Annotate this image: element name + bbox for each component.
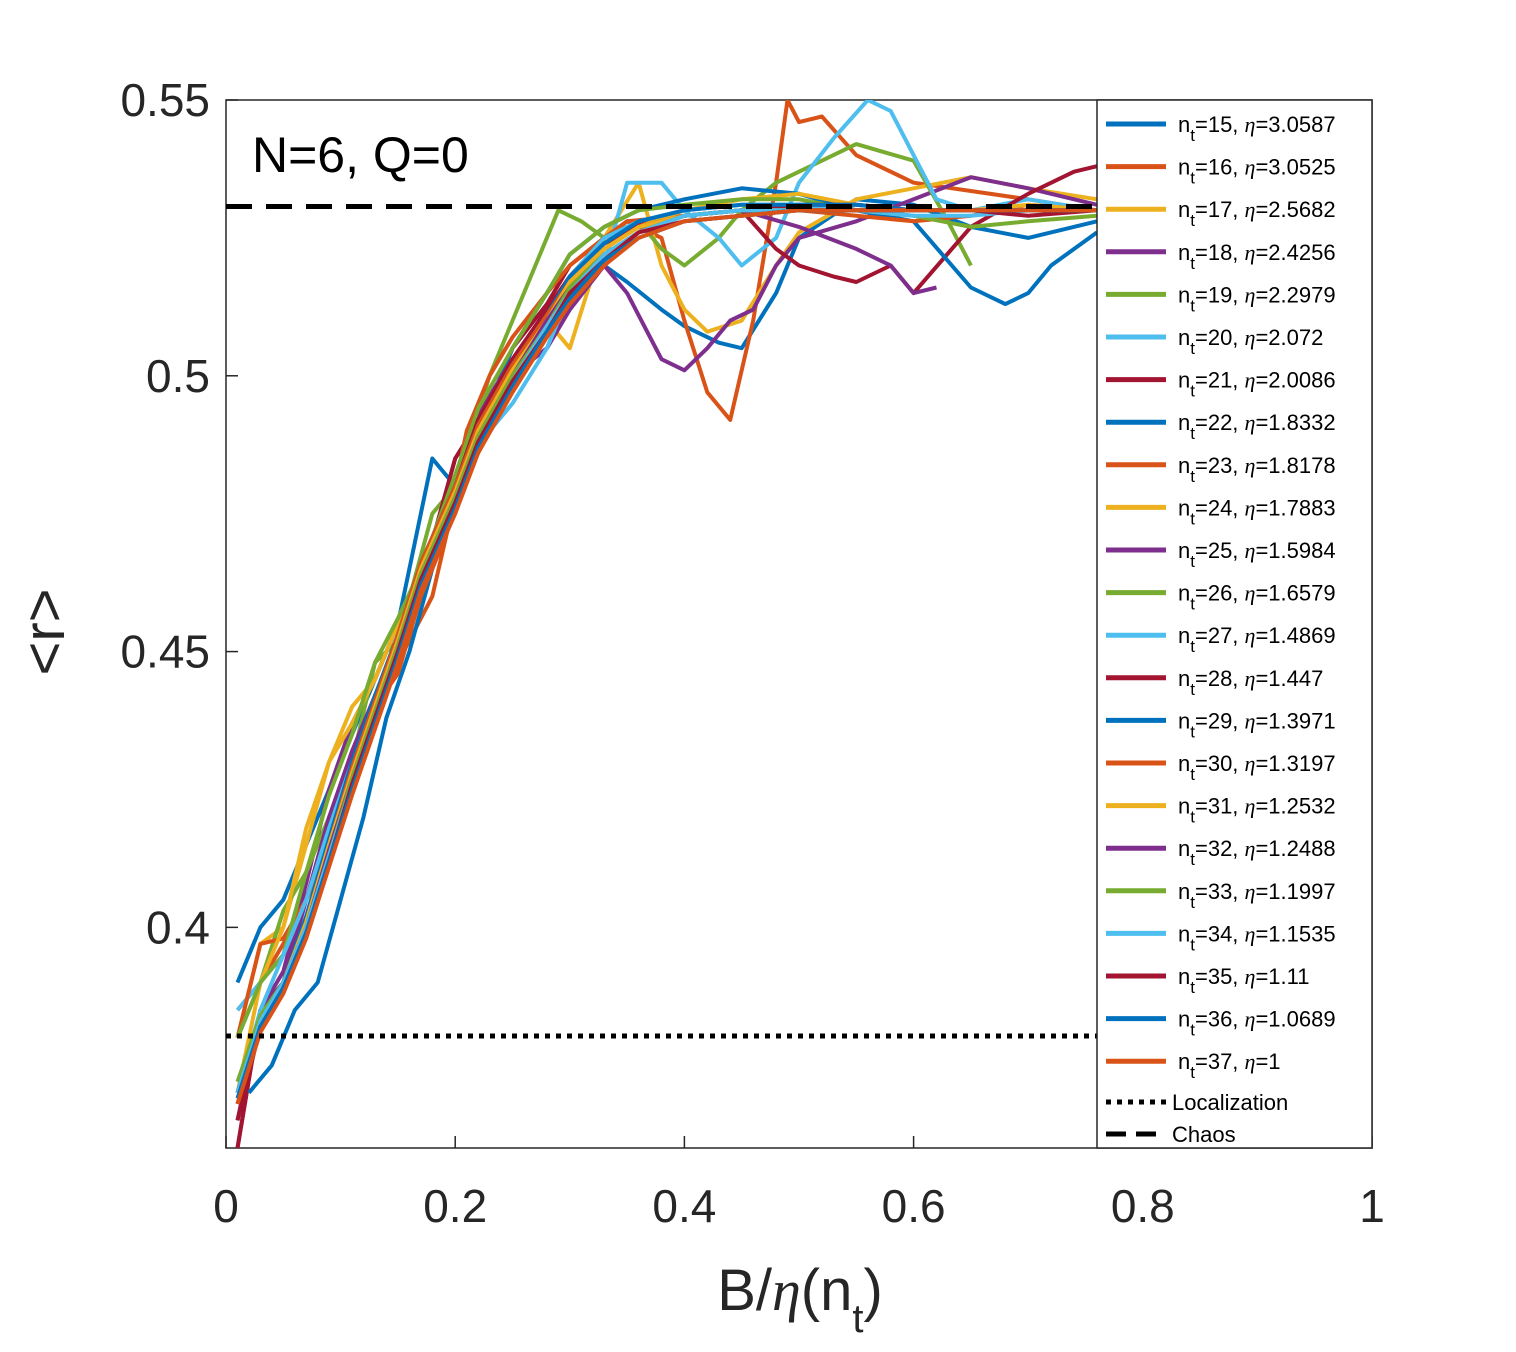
series-line <box>235 208 1097 1105</box>
reference-lines <box>226 203 1372 1039</box>
y-tick-label: 0.5 <box>146 350 210 402</box>
legend-item: nt=34, η=1.1535 <box>1106 921 1336 954</box>
legend-label: nt=16, η=3.0525 <box>1178 155 1336 188</box>
x-tick-label: 0.6 <box>882 1180 946 1232</box>
x-tick-label: 0.8 <box>1111 1180 1175 1232</box>
legend-item: Chaos <box>1106 1122 1236 1147</box>
y-axis-title: <r> <box>12 588 77 675</box>
legend-label: nt=15, η=3.0587 <box>1178 112 1336 145</box>
legend-label: nt=25, η=1.5984 <box>1178 538 1336 571</box>
legend-label: nt=17, η=2.5682 <box>1178 197 1336 230</box>
legend-item: nt=30, η=1.3197 <box>1106 751 1336 784</box>
legend-label: nt=37, η=1 <box>1178 1049 1281 1082</box>
legend-item: nt=31, η=1.2532 <box>1106 794 1336 827</box>
legend-item: nt=29, η=1.3971 <box>1106 708 1336 741</box>
legend-item: nt=22, η=1.8332 <box>1106 410 1336 443</box>
legend-label: nt=30, η=1.3197 <box>1178 751 1336 784</box>
legend-item: nt=24, η=1.7883 <box>1106 495 1336 528</box>
legend-item: nt=28, η=1.447 <box>1106 666 1323 699</box>
legend-label: nt=28, η=1.447 <box>1178 666 1323 699</box>
legend-label: nt=32, η=1.2488 <box>1178 836 1336 869</box>
legend: nt=15, η=3.0587 nt=16, η=3.0525 nt=17, η=2… <box>1096 99 1373 1149</box>
legend-label: nt=19, η=2.2979 <box>1178 282 1336 315</box>
series-lines <box>235 100 1099 1148</box>
legend-label: Localization <box>1172 1090 1288 1115</box>
legend-item: nt=26, η=1.6579 <box>1106 581 1336 614</box>
legend-box <box>1096 99 1373 1149</box>
x-tick-label: 0 <box>213 1180 239 1232</box>
x-tick-label: 0.2 <box>423 1180 487 1232</box>
legend-item: nt=18, η=2.4256 <box>1106 240 1336 273</box>
y-tick-label: 0.55 <box>120 74 210 126</box>
legend-label: nt=29, η=1.3971 <box>1178 708 1336 741</box>
legend-label: nt=31, η=1.2532 <box>1178 794 1336 827</box>
panel-annotation: N=6, Q=0 <box>252 127 469 183</box>
x-tick-labels: 0 0.2 0.4 0.6 0.8 1 <box>213 1180 1385 1232</box>
legend-item: nt=23, η=1.8178 <box>1106 453 1336 486</box>
legend-label: nt=20, η=2.072 <box>1178 325 1323 358</box>
legend-label: nt=21, η=2.0086 <box>1178 368 1336 401</box>
legend-label: nt=35, η=1.11 <box>1178 964 1310 997</box>
legend-item: nt=16, η=3.0525 <box>1106 155 1336 188</box>
legend-item: nt=33, η=1.1997 <box>1106 879 1336 912</box>
x-tick-label: 0.4 <box>652 1180 716 1232</box>
legend-item: nt=20, η=2.072 <box>1106 325 1323 358</box>
legend-item: nt=19, η=2.2979 <box>1106 282 1336 315</box>
y-tick-label: 0.4 <box>146 901 210 953</box>
legend-label: nt=33, η=1.1997 <box>1178 879 1336 912</box>
legend-item: nt=27, η=1.4869 <box>1106 623 1336 656</box>
x-tick-label: 1 <box>1359 1180 1385 1232</box>
x-axis-title: B/η(nt) <box>717 1258 883 1341</box>
legend-items: nt=15, η=3.0587 nt=16, η=3.0525 nt=17, η=2… <box>1106 112 1336 1147</box>
legend-label: nt=27, η=1.4869 <box>1178 623 1336 656</box>
legend-item: nt=25, η=1.5984 <box>1106 538 1336 571</box>
legend-item: nt=15, η=3.0587 <box>1106 112 1336 145</box>
legend-item: nt=32, η=1.2488 <box>1106 836 1336 869</box>
legend-item: nt=17, η=2.5682 <box>1106 197 1336 230</box>
y-tick-labels: 0.4 0.45 0.5 0.55 <box>120 74 210 953</box>
legend-item: nt=21, η=2.0086 <box>1106 368 1336 401</box>
legend-label: nt=36, η=1.0689 <box>1178 1007 1336 1040</box>
legend-label: nt=24, η=1.7883 <box>1178 495 1336 528</box>
legend-label: nt=26, η=1.6579 <box>1178 581 1336 614</box>
legend-item: nt=36, η=1.0689 <box>1106 1007 1336 1040</box>
legend-item: nt=37, η=1 <box>1106 1049 1281 1082</box>
y-tick-label: 0.45 <box>120 626 210 678</box>
legend-label: nt=23, η=1.8178 <box>1178 453 1336 486</box>
legend-label: nt=22, η=1.8332 <box>1178 410 1336 443</box>
legend-label: Chaos <box>1172 1122 1236 1147</box>
legend-item: Localization <box>1106 1090 1288 1115</box>
plot-area: N=6, Q=0 <box>225 99 1373 1149</box>
legend-item: nt=35, η=1.11 <box>1106 964 1310 997</box>
legend-label: nt=34, η=1.1535 <box>1178 921 1336 954</box>
legend-label: nt=18, η=2.4256 <box>1178 240 1336 273</box>
